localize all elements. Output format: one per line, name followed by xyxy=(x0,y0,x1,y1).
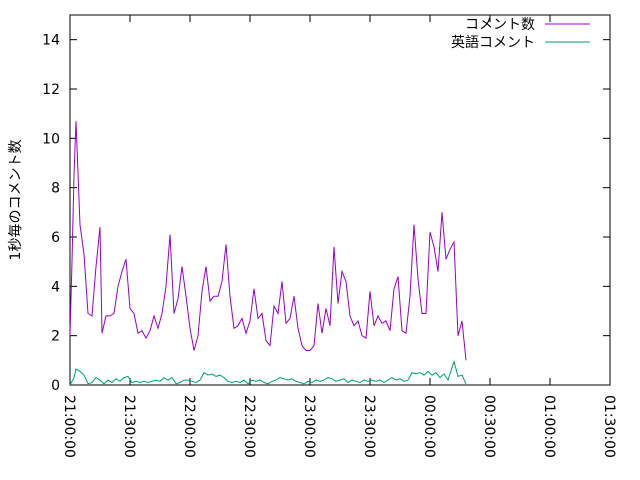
y-tick-label: 2 xyxy=(51,329,60,345)
x-tick-label: 22:30:00 xyxy=(241,395,257,458)
y-tick-label: 6 xyxy=(51,230,60,246)
legend-label: 英語コメント xyxy=(451,34,535,51)
x-tick-label: 21:00:00 xyxy=(61,395,77,458)
series-line-2 xyxy=(69,359,467,386)
x-tick-label: 23:30:00 xyxy=(361,395,377,458)
x-tick-label: 00:30:00 xyxy=(481,395,497,458)
series-layer xyxy=(69,121,467,386)
y-tick-label: 12 xyxy=(42,82,60,98)
y-axis-ticks: 0 2 4 6 8 10 12 14 xyxy=(42,33,610,394)
x-tick-label: 01:00:00 xyxy=(541,395,557,458)
legend-label: コメント数 xyxy=(465,17,535,33)
x-tick-label: 00:00:00 xyxy=(421,395,437,458)
x-tick-label: 23:00:00 xyxy=(301,395,317,458)
plot-frame xyxy=(69,14,611,386)
y-axis-label: 1秒毎のコメント数 xyxy=(8,140,24,261)
y-tick-label: 10 xyxy=(42,131,60,147)
y-tick-label: 14 xyxy=(42,33,60,49)
y-tick-label: 4 xyxy=(51,279,60,295)
x-tick-label: 22:00:00 xyxy=(181,395,197,458)
x-tick-label: 01:30:00 xyxy=(601,395,617,458)
series-line-1 xyxy=(69,121,467,361)
y-tick-label: 0 xyxy=(51,378,60,394)
x-axis-ticks: 21:00:00 21:30:00 22:00:00 22:30:00 23:00:00… xyxy=(61,15,617,458)
y-tick-label: 8 xyxy=(51,181,60,197)
x-tick-label: 21:30:00 xyxy=(121,395,137,458)
